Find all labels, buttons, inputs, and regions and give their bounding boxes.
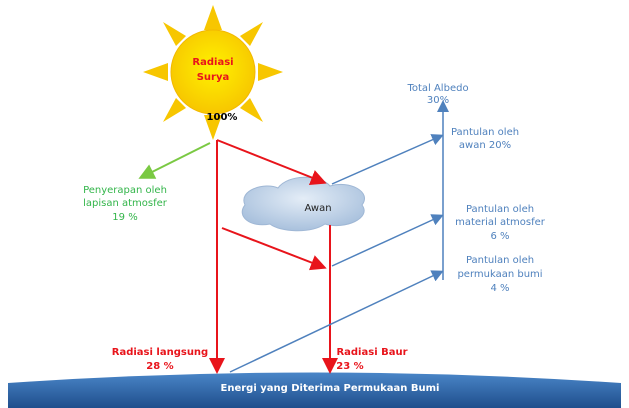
- cloud-reflection-arrow: [331, 134, 444, 185]
- cloud: [241, 176, 365, 232]
- reflection-label: material atmosfer: [455, 217, 546, 228]
- sun-ray: [163, 98, 186, 122]
- reflection-label: 4 %: [490, 283, 509, 294]
- sun-disc: [170, 29, 256, 115]
- direct-label: Radiasi langsung: [112, 347, 208, 358]
- albedo-title: Total Albedo: [406, 83, 468, 94]
- sun: [143, 5, 283, 140]
- diffuse-label: 23 %: [336, 361, 363, 372]
- sun-ray: [143, 63, 168, 81]
- sun-ray: [163, 22, 186, 46]
- sun-ray: [240, 22, 263, 46]
- reflection-label: 6 %: [490, 231, 509, 242]
- absorption-label: 19 %: [112, 212, 137, 223]
- reflection-label: Pantulan oleh: [466, 204, 534, 215]
- reflection-label: awan 20%: [459, 140, 511, 151]
- reflection-label: permukaan bumi: [457, 269, 542, 280]
- sun-percent: 100%: [207, 112, 238, 123]
- atmosphere-arrow: [221, 227, 327, 271]
- earth: [8, 372, 621, 408]
- reflection-label: Pantulan oleh: [451, 127, 519, 138]
- diffuse-label: Radiasi Baur: [336, 347, 407, 358]
- albedo-value: 30%: [427, 95, 449, 106]
- sun-ray: [204, 115, 222, 140]
- cloud-label: Awan: [304, 203, 331, 214]
- sun-label: Radiasi: [192, 57, 233, 68]
- atmosphere-reflection-arrow: [331, 214, 444, 267]
- absorption-label: Penyerapan oleh: [83, 185, 167, 196]
- direct-label: 28 %: [146, 361, 173, 372]
- surface-reflection-arrow: [229, 270, 444, 373]
- cloud-arrow: [216, 139, 327, 186]
- absorption-label: lapisan atmosfer: [83, 198, 168, 209]
- earth-label: Energi yang Diterima Permukaan Bumi: [221, 383, 440, 394]
- absorption-arrow: [138, 142, 211, 179]
- sun-ray: [204, 5, 222, 30]
- sun-label: Surya: [197, 72, 230, 83]
- sun-ray: [240, 98, 263, 122]
- reflection-label: Pantulan oleh: [466, 255, 534, 266]
- sun-ray: [258, 63, 283, 81]
